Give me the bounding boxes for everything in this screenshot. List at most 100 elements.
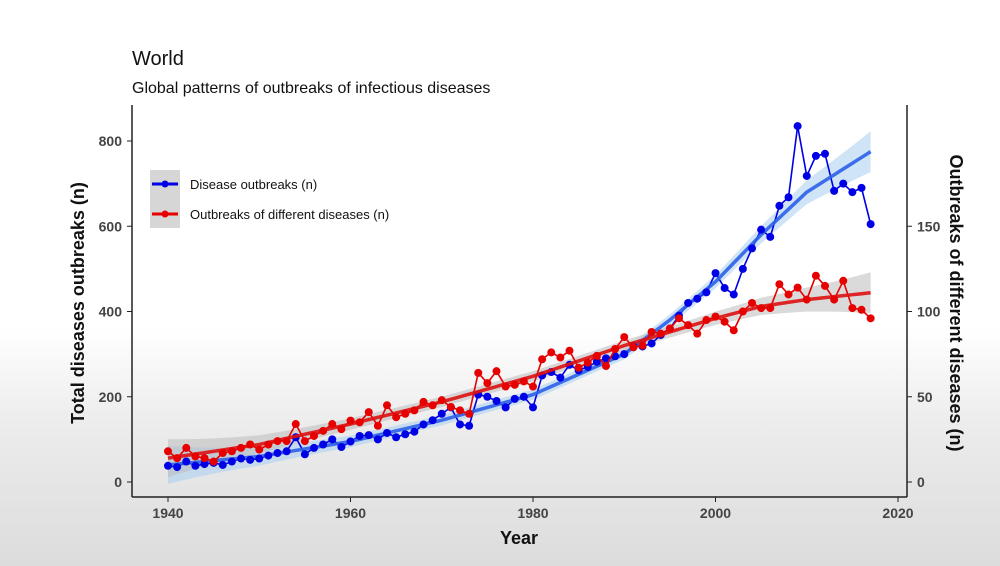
different-diseases-point: [720, 317, 729, 326]
disease-outbreaks-point: [237, 454, 245, 463]
disease-outbreaks-point: [456, 420, 464, 429]
disease-outbreaks-point: [830, 186, 839, 195]
different-diseases-point: [465, 409, 474, 418]
different-diseases-point: [529, 382, 537, 391]
disease-outbreaks-point: [748, 244, 756, 253]
disease-outbreaks-point: [857, 183, 866, 192]
different-diseases-point: [209, 457, 218, 466]
different-diseases-point: [392, 413, 401, 422]
different-diseases-point: [273, 437, 282, 446]
different-diseases-point: [802, 295, 811, 304]
x-axis-label: Year: [500, 528, 538, 548]
different-diseases-point: [346, 416, 355, 425]
different-diseases-point: [857, 305, 866, 314]
disease-outbreaks-point: [300, 450, 309, 459]
disease-outbreaks-point: [373, 435, 382, 444]
different-diseases-point: [319, 426, 328, 435]
disease-outbreaks-point: [255, 454, 264, 463]
different-diseases-point: [574, 363, 583, 372]
different-diseases-point: [401, 409, 410, 418]
different-diseases-point: [355, 418, 364, 427]
disease-outbreaks-point: [310, 443, 318, 452]
disease-outbreaks-point: [510, 394, 519, 403]
disease-outbreaks-point: [529, 403, 537, 412]
different-diseases-point: [693, 329, 702, 338]
disease-outbreaks-point: [592, 357, 601, 366]
different-diseases-point: [383, 401, 391, 410]
different-diseases-point: [784, 290, 793, 299]
disease-outbreaks-point: [410, 427, 419, 436]
different-diseases-point: [848, 304, 857, 313]
different-diseases-point: [191, 452, 200, 461]
disease-outbreaks-point: [684, 298, 693, 307]
disease-outbreaks-point: [821, 149, 829, 158]
different-diseases-point: [775, 280, 784, 289]
different-diseases-point: [811, 271, 820, 280]
different-diseases-point: [446, 402, 455, 411]
disease-outbreaks-point: [693, 294, 702, 303]
disease-outbreaks-point: [383, 428, 391, 437]
x-tick-label: 2000: [700, 505, 731, 521]
disease-outbreaks-point: [355, 431, 364, 440]
disease-outbreaks-point: [647, 339, 656, 348]
different-diseases-point: [766, 304, 775, 313]
different-diseases-point: [483, 379, 492, 388]
different-diseases-point: [492, 367, 501, 376]
disease-outbreaks-point: [702, 288, 711, 297]
disease-outbreaks-point: [793, 122, 802, 131]
disease-outbreaks-point: [200, 460, 209, 469]
different-diseases-point: [556, 353, 565, 362]
different-diseases-point: [328, 420, 337, 429]
different-diseases-point: [793, 283, 802, 292]
different-diseases-point: [830, 295, 839, 304]
different-diseases-point: [300, 437, 309, 446]
different-diseases-point: [638, 341, 647, 350]
disease-outbreaks-point: [620, 350, 629, 359]
disease-outbreaks-point: [328, 435, 337, 444]
different-diseases-point: [227, 447, 236, 456]
disease-outbreaks-point: [173, 463, 182, 472]
different-diseases-point: [620, 333, 629, 342]
disease-outbreaks-point: [319, 440, 328, 449]
different-diseases-point: [428, 401, 437, 410]
disease-outbreaks-point: [784, 193, 793, 202]
different-diseases-point: [246, 440, 255, 449]
disease-outbreaks-point: [218, 460, 227, 469]
different-diseases-point: [456, 406, 464, 415]
disease-outbreaks-point: [501, 403, 510, 412]
different-diseases-point: [200, 454, 209, 463]
different-diseases-point: [337, 425, 346, 434]
different-diseases-point: [310, 431, 318, 440]
disease-outbreaks-point: [392, 433, 401, 442]
different-diseases-point: [501, 382, 510, 391]
y-axis-left-label: Total diseases outbreaks (n): [68, 182, 88, 424]
disease-outbreaks-point: [191, 461, 200, 470]
different-diseases-point: [629, 343, 638, 352]
y-left-tick-label: 200: [99, 389, 123, 405]
disease-outbreaks-point: [802, 171, 811, 180]
different-diseases-point: [748, 298, 756, 307]
disease-outbreaks-point: [519, 392, 528, 401]
y-right-tick-label: 150: [917, 218, 941, 234]
different-diseases-point: [474, 368, 483, 377]
different-diseases-point: [611, 345, 620, 354]
different-diseases-point: [665, 324, 674, 333]
different-diseases-point: [419, 397, 428, 406]
disease-outbreaks-point: [364, 431, 373, 440]
disease-outbreaks-point: [839, 179, 848, 188]
y-right-tick-label: 50: [917, 389, 933, 405]
different-diseases-point: [510, 380, 519, 389]
legend-label-red: Outbreaks of different diseases (n): [190, 207, 389, 222]
disease-outbreaks-point: [711, 269, 720, 278]
disease-outbreaks-point: [775, 201, 784, 210]
disease-outbreaks-point: [346, 437, 355, 446]
disease-outbreaks-point: [720, 284, 729, 293]
legend-marker-red: [161, 210, 169, 218]
disease-outbreaks-point: [766, 232, 775, 241]
different-diseases-point: [373, 421, 382, 430]
different-diseases-point: [702, 316, 711, 325]
different-diseases-point: [547, 348, 556, 357]
y-axis-right-label: Outbreaks of different diseases (n): [946, 154, 966, 451]
different-diseases-point: [519, 377, 528, 386]
disease-outbreaks-point: [273, 449, 282, 458]
